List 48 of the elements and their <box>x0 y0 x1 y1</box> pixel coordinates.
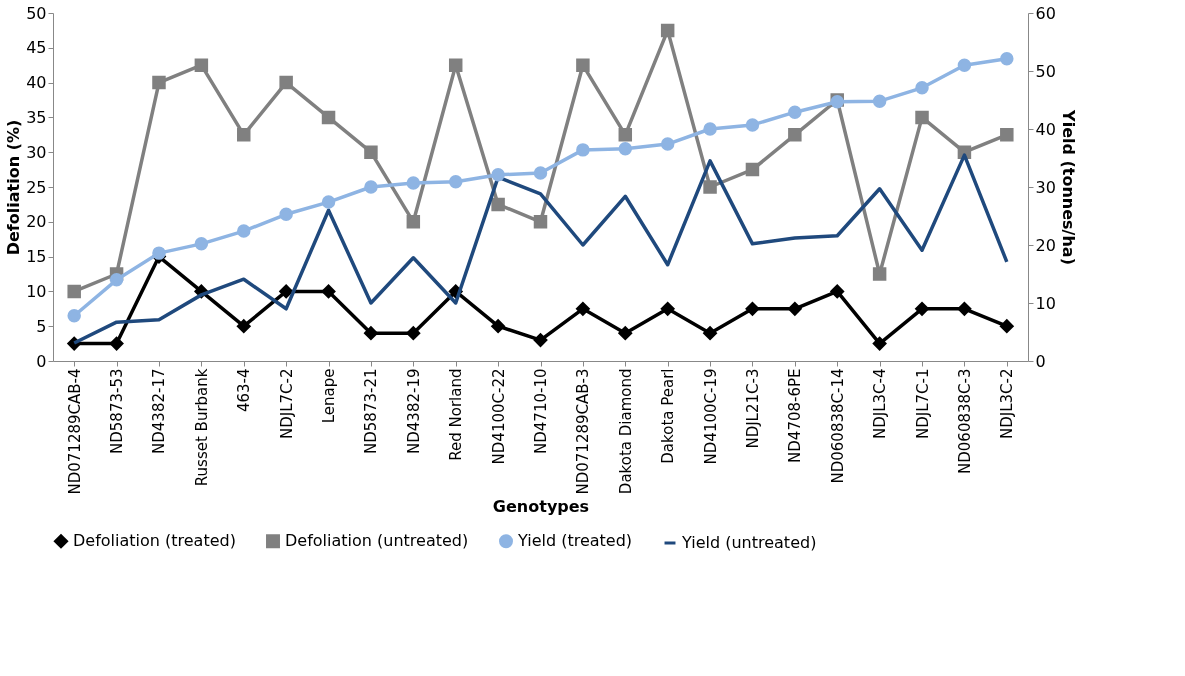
y-tick-label: 20 <box>26 212 47 232</box>
x-tick-label: ND071289CAB-4 <box>65 368 84 495</box>
x-tick-label: NDJL7C-2 <box>277 368 296 440</box>
y2-tick-label: 30 <box>1035 177 1056 197</box>
x-tick-label: ND4100C-19 <box>701 368 720 465</box>
y2-tick-label: 0 <box>1035 351 1046 371</box>
y2-tick-label: 50 <box>1035 61 1056 81</box>
y-tick-label: 10 <box>26 281 47 301</box>
x-tick-label: NDJL7C-1 <box>913 368 932 440</box>
x-tick-label: ND4710-10 <box>532 368 550 454</box>
x-tick-label: ND071289CAB-3 <box>574 368 593 495</box>
x-tick-label: ND4100C-22 <box>489 368 508 465</box>
x-tick-label: ND5873-53 <box>108 368 127 454</box>
y-tick-label: 0 <box>36 351 47 371</box>
x-axis-title: Genotypes <box>492 496 590 516</box>
x-tick-label: Dakota Diamond <box>616 368 635 495</box>
y2-tick-label: 40 <box>1035 119 1056 139</box>
x-tick-label: NDJL3C-2 <box>998 368 1017 440</box>
y-tick-label: 35 <box>26 107 47 127</box>
y-tick-label: 45 <box>26 38 47 58</box>
x-tick-label: ND060838C-14 <box>828 368 847 484</box>
y-tick-label: 5 <box>36 316 47 336</box>
x-tick-label: NDJL3C-4 <box>871 368 890 440</box>
y2-tick-label: 10 <box>1035 293 1056 313</box>
y-tick-label: 40 <box>26 73 47 93</box>
x-tick-label: ND4708-6PE <box>786 368 805 463</box>
x-tick-label: 463-4 <box>235 368 254 413</box>
x-tick-label: ND5873-21 <box>362 368 381 454</box>
x-tick-label: Lenape <box>320 368 339 424</box>
x-tick-label: ND4382-17 <box>150 368 169 454</box>
x-tick-label: NDJL21C-3 <box>743 368 762 449</box>
x-tick-label: Dakota Pearl <box>659 368 678 464</box>
x-tick-label: Red Norland <box>447 368 466 461</box>
y-axis-title: Defoliation (%) <box>4 119 24 256</box>
y-tick-label: 15 <box>26 247 47 267</box>
y2-axis-title: Yield (tonnes/ha) <box>1058 109 1078 265</box>
x-tick-label: ND4382-19 <box>404 368 423 454</box>
legend-label: Yield (untreated) <box>681 533 817 552</box>
y2-tick-label: 20 <box>1035 235 1056 255</box>
legend-label: Yield (treated) <box>517 531 633 551</box>
legend-label: Defoliation (treated) <box>73 531 236 551</box>
x-tick-label: ND060838C-3 <box>955 368 974 474</box>
legend-label: Defoliation (untreated) <box>285 531 469 551</box>
y2-tick-label: 60 <box>1035 3 1056 23</box>
y-tick-label: 30 <box>26 142 47 162</box>
x-tick-label: Russet Burbank <box>192 368 211 487</box>
y-tick-label: 50 <box>26 3 47 23</box>
y-tick-label: 25 <box>26 177 47 197</box>
